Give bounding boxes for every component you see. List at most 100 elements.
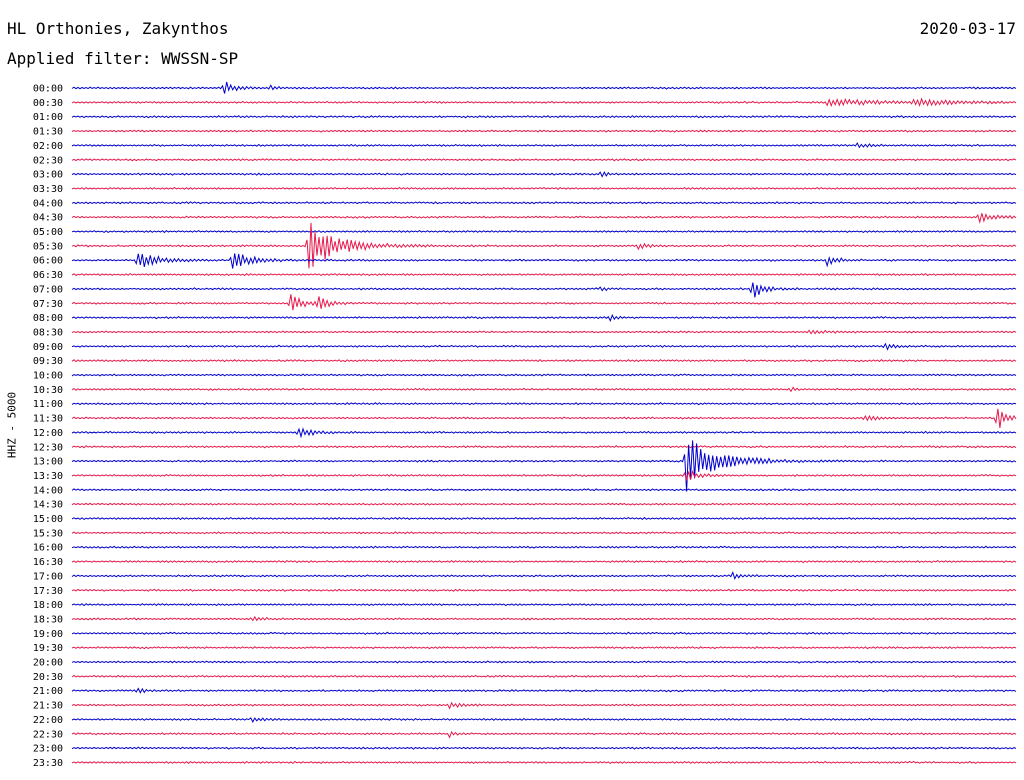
trace-1330	[71, 469, 1017, 482]
trace-0330	[71, 186, 1017, 190]
trace-2100	[71, 687, 1017, 694]
time-tick-0700: 07:00	[33, 284, 63, 295]
trace-1500	[71, 516, 1017, 521]
trace-2330	[71, 760, 1017, 765]
time-tick-0530: 05:30	[33, 241, 63, 252]
trace-0300	[71, 171, 1017, 178]
trace-1130	[71, 408, 1017, 429]
trace-0930	[71, 359, 1017, 363]
time-tick-0900: 09:00	[33, 342, 63, 353]
trace-2030	[71, 674, 1017, 678]
trace-2200	[71, 717, 1017, 723]
trace-2300	[71, 746, 1017, 750]
station-title: HL Orthonies, Zakynthos	[7, 19, 229, 38]
time-tick-0100: 01:00	[33, 112, 63, 123]
time-tick-labels: 00:00 00:30 01:00 01:30 02:00 02:30 03:00 03:30…	[33, 84, 63, 769]
time-tick-0600: 06:00	[33, 256, 63, 267]
trace-2000	[71, 660, 1017, 664]
time-tick-1000: 10:00	[33, 371, 63, 382]
trace-1400	[71, 488, 1017, 492]
trace-0600	[71, 253, 1017, 269]
time-tick-2130: 21:30	[33, 701, 63, 712]
time-tick-0300: 03:00	[33, 170, 63, 181]
time-tick-0330: 03:30	[33, 184, 63, 195]
seismic-traces	[71, 81, 1017, 765]
trace-1830	[71, 615, 1017, 622]
time-tick-0500: 05:00	[33, 227, 63, 238]
time-tick-1530: 15:30	[33, 528, 63, 539]
filter-label: Applied filter: WWSSN-SP	[7, 49, 239, 68]
time-tick-1630: 16:30	[33, 557, 63, 568]
time-tick-0830: 08:30	[33, 327, 63, 338]
trace-1230	[71, 445, 1017, 449]
time-tick-0400: 04:00	[33, 198, 63, 209]
trace-1630	[71, 559, 1017, 564]
time-tick-1430: 14:30	[33, 500, 63, 511]
trace-1200	[71, 427, 1017, 439]
time-tick-1930: 19:30	[33, 643, 63, 654]
date-label: 2020-03-17	[919, 19, 1016, 38]
time-tick-1730: 17:30	[33, 586, 63, 597]
time-tick-0000: 00:00	[33, 84, 63, 95]
trace-0500	[71, 229, 1017, 234]
time-tick-0730: 07:30	[33, 299, 63, 310]
trace-1030	[71, 386, 1017, 393]
time-tick-1230: 12:30	[33, 442, 63, 453]
trace-0830	[71, 329, 1017, 335]
time-tick-2200: 22:00	[33, 715, 63, 726]
time-tick-1330: 13:30	[33, 471, 63, 482]
trace-1800	[71, 602, 1017, 607]
time-tick-1830: 18:30	[33, 614, 63, 625]
time-tick-1200: 12:00	[33, 428, 63, 439]
trace-1300	[71, 440, 1017, 492]
time-tick-1400: 14:00	[33, 485, 63, 496]
trace-0100	[71, 115, 1017, 119]
trace-1100	[71, 402, 1017, 406]
trace-2230	[71, 730, 1017, 739]
trace-2130	[71, 701, 1017, 710]
trace-1430	[71, 502, 1017, 506]
trace-1600	[71, 545, 1017, 549]
time-tick-0130: 01:30	[33, 127, 63, 138]
trace-0400	[71, 201, 1017, 205]
trace-0900	[71, 342, 1017, 351]
time-tick-1900: 19:00	[33, 629, 63, 640]
time-tick-1700: 17:00	[33, 571, 63, 582]
time-tick-1030: 10:30	[33, 385, 63, 396]
time-tick-0930: 09:30	[33, 356, 63, 367]
trace-0800	[71, 313, 1017, 322]
time-tick-0200: 02:00	[33, 141, 63, 152]
time-tick-2330: 23:30	[33, 758, 63, 769]
trace-0630	[71, 272, 1017, 277]
time-tick-2030: 20:30	[33, 672, 63, 683]
time-tick-2000: 20:00	[33, 658, 63, 669]
time-tick-1300: 13:00	[33, 457, 63, 468]
trace-0530	[71, 222, 1017, 269]
trace-1930	[71, 646, 1017, 650]
time-tick-1130: 11:30	[33, 414, 63, 425]
time-tick-1100: 11:00	[33, 399, 63, 410]
trace-0000	[71, 81, 1017, 94]
trace-1700	[71, 571, 1017, 581]
time-tick-2300: 23:00	[33, 744, 63, 755]
time-tick-1500: 15:00	[33, 514, 63, 525]
time-tick-0800: 08:00	[33, 313, 63, 324]
time-tick-0230: 02:30	[33, 155, 63, 166]
trace-0130	[71, 129, 1017, 133]
time-tick-1800: 18:00	[33, 600, 63, 611]
trace-1530	[71, 531, 1017, 535]
trace-0730	[71, 294, 1017, 311]
trace-1000	[71, 373, 1017, 377]
time-tick-2230: 22:30	[33, 729, 63, 740]
time-tick-0030: 00:30	[33, 98, 63, 109]
trace-1730	[71, 588, 1017, 592]
trace-0700	[71, 282, 1017, 298]
time-tick-2100: 21:00	[33, 686, 63, 697]
time-tick-0630: 06:30	[33, 270, 63, 281]
time-tick-0430: 04:30	[33, 213, 63, 224]
trace-0230	[71, 158, 1017, 162]
trace-1900	[71, 631, 1017, 635]
trace-0430	[71, 213, 1017, 224]
time-tick-1600: 16:00	[33, 543, 63, 554]
